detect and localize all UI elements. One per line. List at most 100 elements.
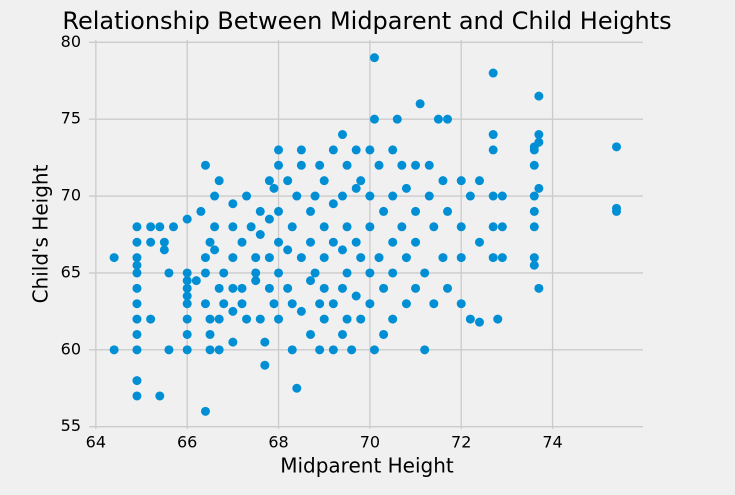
point <box>182 276 192 286</box>
point <box>132 345 142 355</box>
point <box>132 376 142 386</box>
point <box>342 314 352 324</box>
x-tick-label: 64 <box>86 433 106 452</box>
point <box>164 268 174 278</box>
point <box>251 253 261 263</box>
point <box>260 360 270 370</box>
point <box>392 114 402 124</box>
point <box>365 299 375 309</box>
point <box>397 160 407 170</box>
point <box>306 329 316 339</box>
point <box>146 222 156 232</box>
point <box>388 314 398 324</box>
point <box>251 268 261 278</box>
point <box>200 160 210 170</box>
point <box>214 314 224 324</box>
point <box>319 314 329 324</box>
point <box>497 253 507 263</box>
point <box>292 383 302 393</box>
point <box>456 253 466 263</box>
point <box>365 145 375 155</box>
point <box>109 345 119 355</box>
point <box>397 222 407 232</box>
point <box>497 191 507 201</box>
point <box>228 253 238 263</box>
point <box>306 276 316 286</box>
point <box>182 214 192 224</box>
point <box>411 237 421 247</box>
point <box>214 345 224 355</box>
point <box>255 314 265 324</box>
point <box>488 222 498 232</box>
point <box>237 237 247 247</box>
point <box>159 245 169 255</box>
point <box>274 314 284 324</box>
y-tick-label: 55 <box>61 416 81 435</box>
point <box>474 237 484 247</box>
point <box>497 222 507 232</box>
point <box>529 222 539 232</box>
point <box>214 176 224 186</box>
point <box>296 145 306 155</box>
point <box>401 299 411 309</box>
y-tick-label: 60 <box>61 339 81 358</box>
point <box>388 191 398 201</box>
point <box>438 176 448 186</box>
point <box>438 253 448 263</box>
point <box>228 283 238 293</box>
point <box>488 191 498 201</box>
point <box>443 206 453 216</box>
point <box>429 299 439 309</box>
point <box>210 245 220 255</box>
point <box>287 299 297 309</box>
point <box>228 337 238 347</box>
point <box>228 199 238 209</box>
x-tick-label: 66 <box>177 433 197 452</box>
point <box>488 130 498 140</box>
point <box>356 253 366 263</box>
point <box>182 268 192 278</box>
point <box>411 160 421 170</box>
point <box>132 260 142 270</box>
point <box>534 183 544 193</box>
point <box>274 268 284 278</box>
point <box>534 283 544 293</box>
point <box>214 283 224 293</box>
point <box>210 191 220 201</box>
point <box>534 91 544 101</box>
point <box>356 314 366 324</box>
point <box>365 191 375 201</box>
point <box>219 299 229 309</box>
point <box>306 206 316 216</box>
point <box>388 268 398 278</box>
point <box>465 191 475 201</box>
point <box>228 222 238 232</box>
point <box>306 237 316 247</box>
point <box>132 391 142 401</box>
point <box>182 299 192 309</box>
point <box>411 206 421 216</box>
point <box>488 253 498 263</box>
point <box>155 222 165 232</box>
point <box>328 299 338 309</box>
point <box>269 299 279 309</box>
point <box>255 230 265 239</box>
point <box>242 314 252 324</box>
point <box>283 283 293 293</box>
point <box>274 237 284 247</box>
point <box>205 237 215 247</box>
point <box>132 253 142 263</box>
y-tick-label: 80 <box>61 32 81 51</box>
point <box>379 283 389 293</box>
point <box>191 276 201 286</box>
point <box>237 283 247 293</box>
point <box>296 160 306 170</box>
point <box>337 130 347 140</box>
point <box>205 314 215 324</box>
y-tick-label: 65 <box>61 262 81 281</box>
point <box>182 291 192 301</box>
point <box>411 283 421 293</box>
point <box>374 160 384 170</box>
x-axis-label: Midparent Height <box>280 454 454 478</box>
